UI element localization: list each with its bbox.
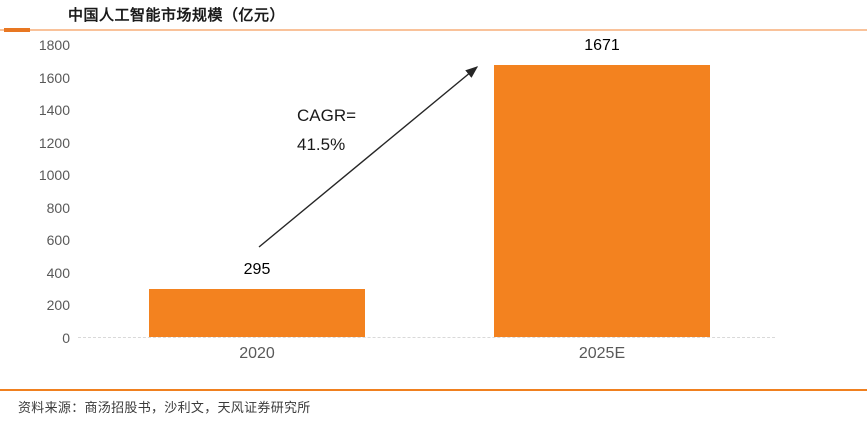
x-axis: 2020 2025E bbox=[78, 345, 775, 365]
cagr-annotation-line1: CAGR= bbox=[297, 106, 357, 125]
bar-group-2020: 295 bbox=[149, 45, 365, 337]
bar-2025e bbox=[494, 65, 710, 337]
x-tick-2020: 2020 bbox=[239, 345, 275, 362]
y-tick-label: 1600 bbox=[38, 69, 70, 86]
x-tick-2025e: 2025E bbox=[578, 345, 626, 362]
chart-title: 中国人工智能市场规模（亿元） bbox=[68, 7, 286, 24]
y-tick-label: 400 bbox=[46, 264, 70, 281]
bar-2020 bbox=[149, 289, 365, 337]
y-tick-label: 800 bbox=[46, 199, 70, 216]
cagr-annotation: CAGR= 41.5% bbox=[297, 101, 356, 159]
bar-value-label-2025e: 1671 bbox=[584, 37, 620, 54]
y-tick-label: 0 bbox=[62, 330, 70, 346]
bar-value-label-2020: 295 bbox=[243, 261, 271, 278]
bar-group-2025e: 1671 bbox=[494, 37, 710, 337]
y-tick-label: 600 bbox=[46, 232, 70, 249]
plot-area: 295 1671 bbox=[78, 37, 775, 338]
top-divider bbox=[0, 28, 867, 32]
y-axis: 1800 1600 1400 1200 1000 800 600 400 200 0 bbox=[0, 37, 70, 346]
y-tick-label: 1000 bbox=[38, 167, 70, 184]
bottom-divider bbox=[0, 389, 867, 391]
top-divider-accent bbox=[4, 28, 30, 32]
cagr-annotation-line2: 41.5% bbox=[297, 135, 346, 154]
source-note: 资料来源：商汤招股书，沙利文，天风证券研究所 bbox=[18, 400, 311, 415]
y-tick-label: 200 bbox=[46, 297, 70, 314]
y-tick-label: 1400 bbox=[38, 102, 70, 119]
y-tick-label: 1800 bbox=[38, 37, 70, 53]
y-tick-label: 1200 bbox=[38, 134, 70, 151]
